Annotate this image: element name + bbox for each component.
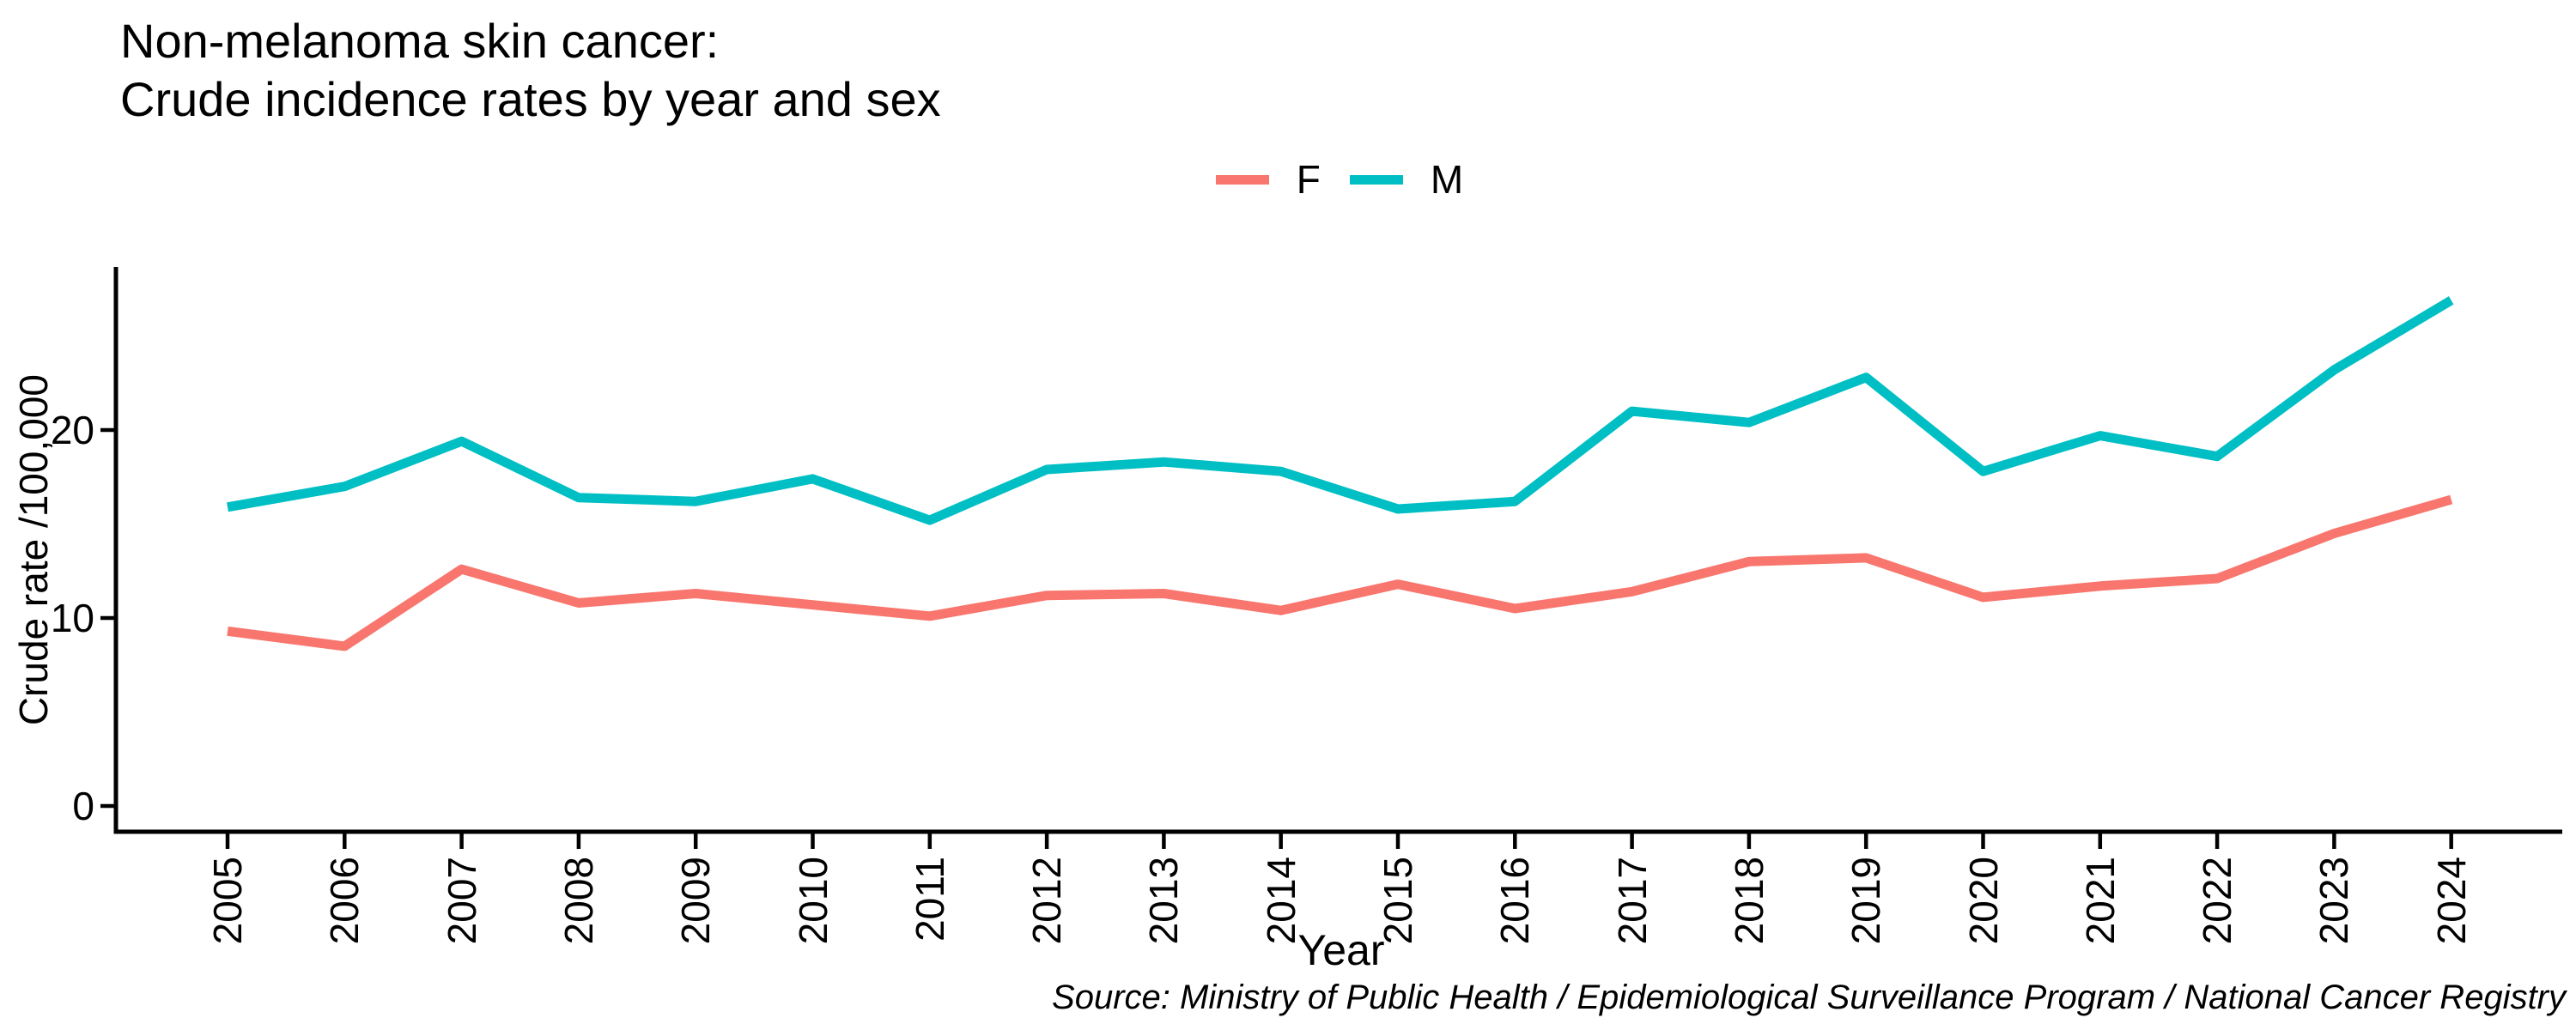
y-tick-label: 10	[50, 596, 94, 640]
chart-title: Non-melanoma skin cancer: Crude incidence…	[120, 12, 941, 129]
y-tick-label: 0	[72, 784, 94, 828]
x-tick-label: 2021	[2077, 857, 2123, 945]
series-line-M	[227, 296, 2454, 525]
x-tick-label: 2006	[322, 857, 368, 945]
legend-label-m: M	[1430, 157, 1464, 202]
x-tick-label: 2020	[1960, 857, 2006, 945]
x-tick-label: 2023	[2312, 857, 2357, 945]
x-tick-label: 2012	[1024, 857, 1070, 945]
x-tick-label: 2010	[790, 857, 835, 945]
x-tick-label: 2024	[2428, 857, 2474, 945]
x-tick-label: 2016	[1492, 857, 1538, 945]
x-tick-label: 2022	[2195, 857, 2240, 945]
x-tick-label: 2019	[1844, 857, 1889, 945]
legend-key-m-swatch	[1349, 174, 1403, 185]
x-tick-label: 2018	[1726, 857, 1771, 945]
x-tick-label: 2011	[907, 857, 952, 942]
legend-label-f: F	[1296, 157, 1321, 202]
source-note: Source: Ministry of Public Health / Epid…	[1052, 978, 2566, 1016]
series-line-F	[227, 494, 2453, 651]
x-tick-label: 2007	[439, 857, 484, 945]
x-tick-label: 2008	[556, 857, 601, 945]
y-tick-label: 20	[50, 408, 94, 452]
y-axis-title: Crude rate /100,000	[11, 374, 56, 726]
legend-key-f-swatch	[1215, 174, 1269, 185]
chart-title-line2: Crude incidence rates by year and sex	[120, 72, 941, 126]
chart-title-line1: Non-melanoma skin cancer:	[120, 14, 720, 68]
legend: F M	[0, 156, 2576, 203]
legend-item-f: F	[1215, 156, 1321, 203]
legend-item-m: M	[1349, 156, 1464, 203]
x-tick-label: 2009	[673, 857, 719, 945]
x-tick-label: 2017	[1609, 857, 1655, 945]
x-tick-label: 2005	[205, 857, 250, 945]
x-axis-title: Year	[1297, 926, 1385, 974]
x-tick-label: 2013	[1141, 857, 1187, 945]
